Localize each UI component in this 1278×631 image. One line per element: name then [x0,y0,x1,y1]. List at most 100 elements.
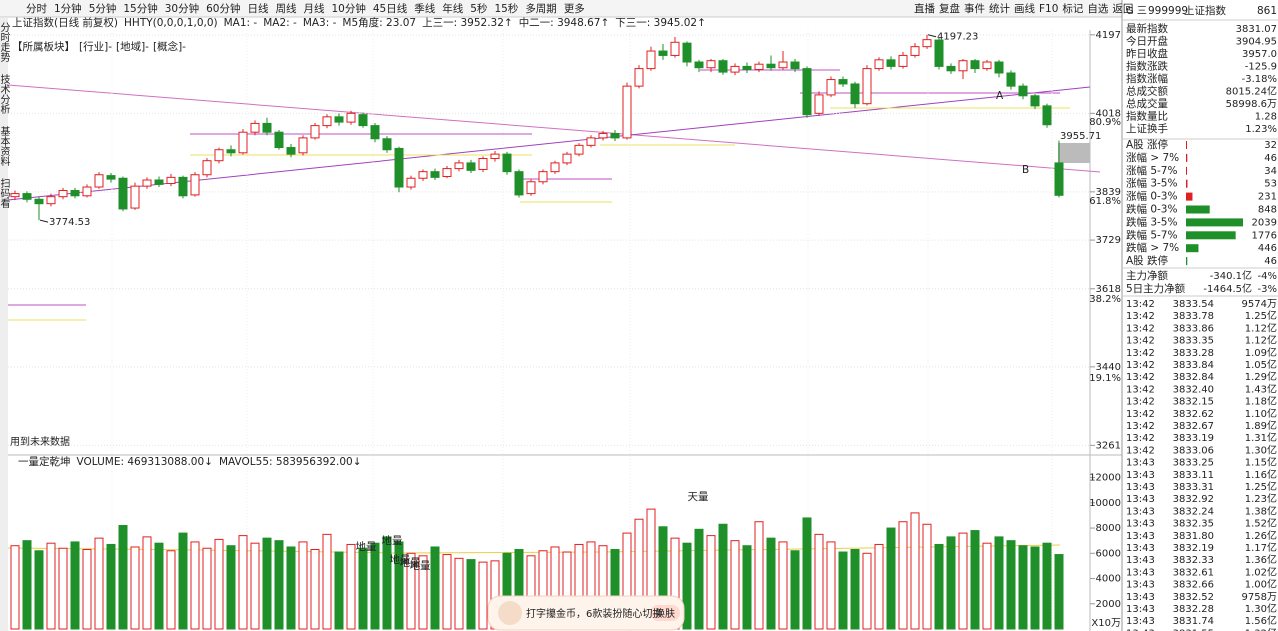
tick-time: 13:42 [1126,384,1155,395]
tab[interactable]: 日线 [248,2,269,15]
volume-bar [706,535,716,630]
volume-bar [34,550,44,630]
ad-button-label[interactable]: 换肤 [655,607,675,620]
volume-bar [46,542,56,630]
candle-body [46,196,56,205]
sector-link[interactable]: [行业]- [79,40,112,53]
tab[interactable]: 15分钟 [123,2,157,15]
tab[interactable]: 5秒 [470,2,488,15]
toolbar-button[interactable]: 统计 [989,2,1010,15]
tick-time: 13:43 [1126,519,1155,530]
volume-bar [238,535,248,630]
candle-body [574,144,584,155]
volume-bar [682,542,692,630]
ad-box [487,595,685,631]
volume-bar [1054,554,1064,630]
tick-volume: 9574万 [1242,299,1277,310]
candle-body [970,60,980,70]
tab[interactable]: 10分钟 [332,2,366,15]
tick-price: 3832.66 [1173,580,1214,591]
candle-body [526,181,536,195]
candle-body [718,60,728,73]
ad-button[interactable] [650,605,680,621]
volume-bar [346,543,356,630]
tick-time: 13:42 [1126,372,1155,383]
tab[interactable]: 周线 [276,2,297,15]
tick-volume: 1.12亿 [1245,321,1277,334]
sector-link[interactable]: [概念]- [153,40,186,53]
tab[interactable]: 多周期 [525,2,557,15]
breadth-bar [1186,141,1187,149]
side-tab[interactable]: 扫码看 [0,177,10,209]
tab[interactable]: 5分钟 [89,2,117,15]
toolbar-button[interactable]: 事件 [964,2,985,15]
candle-body [106,175,116,180]
quote-value: 58998.6万 [1226,99,1277,110]
tick-volume: 1.30亿 [1245,443,1277,456]
tab[interactable]: 月线 [304,2,325,15]
toolbar-button[interactable]: 自选 [1087,2,1109,15]
tick-time: 13:43 [1126,567,1155,578]
breadth-label: 跌幅 3-5% [1126,215,1177,228]
volume-bar [1030,546,1040,630]
tab[interactable]: 30分钟 [165,2,199,15]
y-tick-label: 12000 [1089,473,1121,484]
quote-label: 总成交额 [1126,85,1168,98]
toolbar-button[interactable]: F10 [1039,3,1058,15]
sector-link[interactable]: [地域]- [116,40,149,53]
candle-body [754,63,764,70]
side-tab[interactable]: 基本资料 [0,125,10,167]
toolbar-button[interactable]: 画线 [1014,2,1036,15]
breadth-label: A股 涨停 [1126,138,1168,151]
toolbar-button[interactable]: 返回 [1112,3,1133,15]
volume-label: 地量 [356,540,377,553]
tab[interactable]: 60分钟 [206,2,240,15]
tick-volume: 1.26亿 [1245,529,1277,542]
candle-body [1054,162,1064,196]
volume-bar [262,537,272,630]
candle-body [862,68,872,105]
tab[interactable]: 季线 [414,2,435,15]
candle-body [418,171,428,179]
tab[interactable]: 45日线 [373,2,408,15]
tick-price: 3832.33 [1173,555,1214,566]
volume-bar [874,543,884,630]
toolbar-button[interactable]: 复盘 [939,2,960,15]
money-pct: -3% [1258,284,1277,295]
tick-price: 3833.54 [1173,299,1214,310]
tab[interactable]: 15秒 [494,2,518,15]
tick-price: 3832.52 [1173,592,1214,603]
tick-time: 13:43 [1126,482,1155,493]
toolbar-button[interactable]: 直播 [914,2,935,15]
tab[interactable]: 更多 [564,2,585,15]
quote-flag: 861 [1257,5,1277,17]
tick-time: 13:43 [1126,458,1155,469]
volume-bar [1006,540,1016,630]
label-a: A [996,90,1004,102]
candle-body [214,149,224,162]
candle-body [994,61,1004,74]
side-tab[interactable]: 分时走势 [0,22,10,63]
money-label: 5日主力净额 [1126,282,1186,295]
money-value: -1464.5亿 [1203,282,1252,295]
toolbar-button[interactable]: 标记 [1062,3,1084,15]
tick-volume: 1.25亿 [1245,480,1277,493]
sector-link[interactable]: 【所属板块】 [12,40,75,53]
tick-time: 13:42 [1126,336,1155,347]
candle-body [1006,72,1016,87]
tick-time: 13:42 [1126,311,1155,322]
toolbar-bg [0,0,1122,17]
tab[interactable]: 分时 [26,3,47,15]
tab[interactable]: 年线 [442,2,463,15]
volume-bar [406,552,416,630]
tab[interactable]: 1分钟 [54,2,82,15]
quote-value: 3904.95 [1236,37,1277,48]
candle-body [802,68,812,116]
volume-unit: X10万 [1091,618,1121,629]
tick-price: 3833.84 [1173,360,1214,371]
volume-bar [790,550,800,630]
volume-bar [202,547,212,630]
quote-label: 指数量比 [1126,110,1168,123]
side-tab[interactable]: 技术分析 [0,73,10,115]
